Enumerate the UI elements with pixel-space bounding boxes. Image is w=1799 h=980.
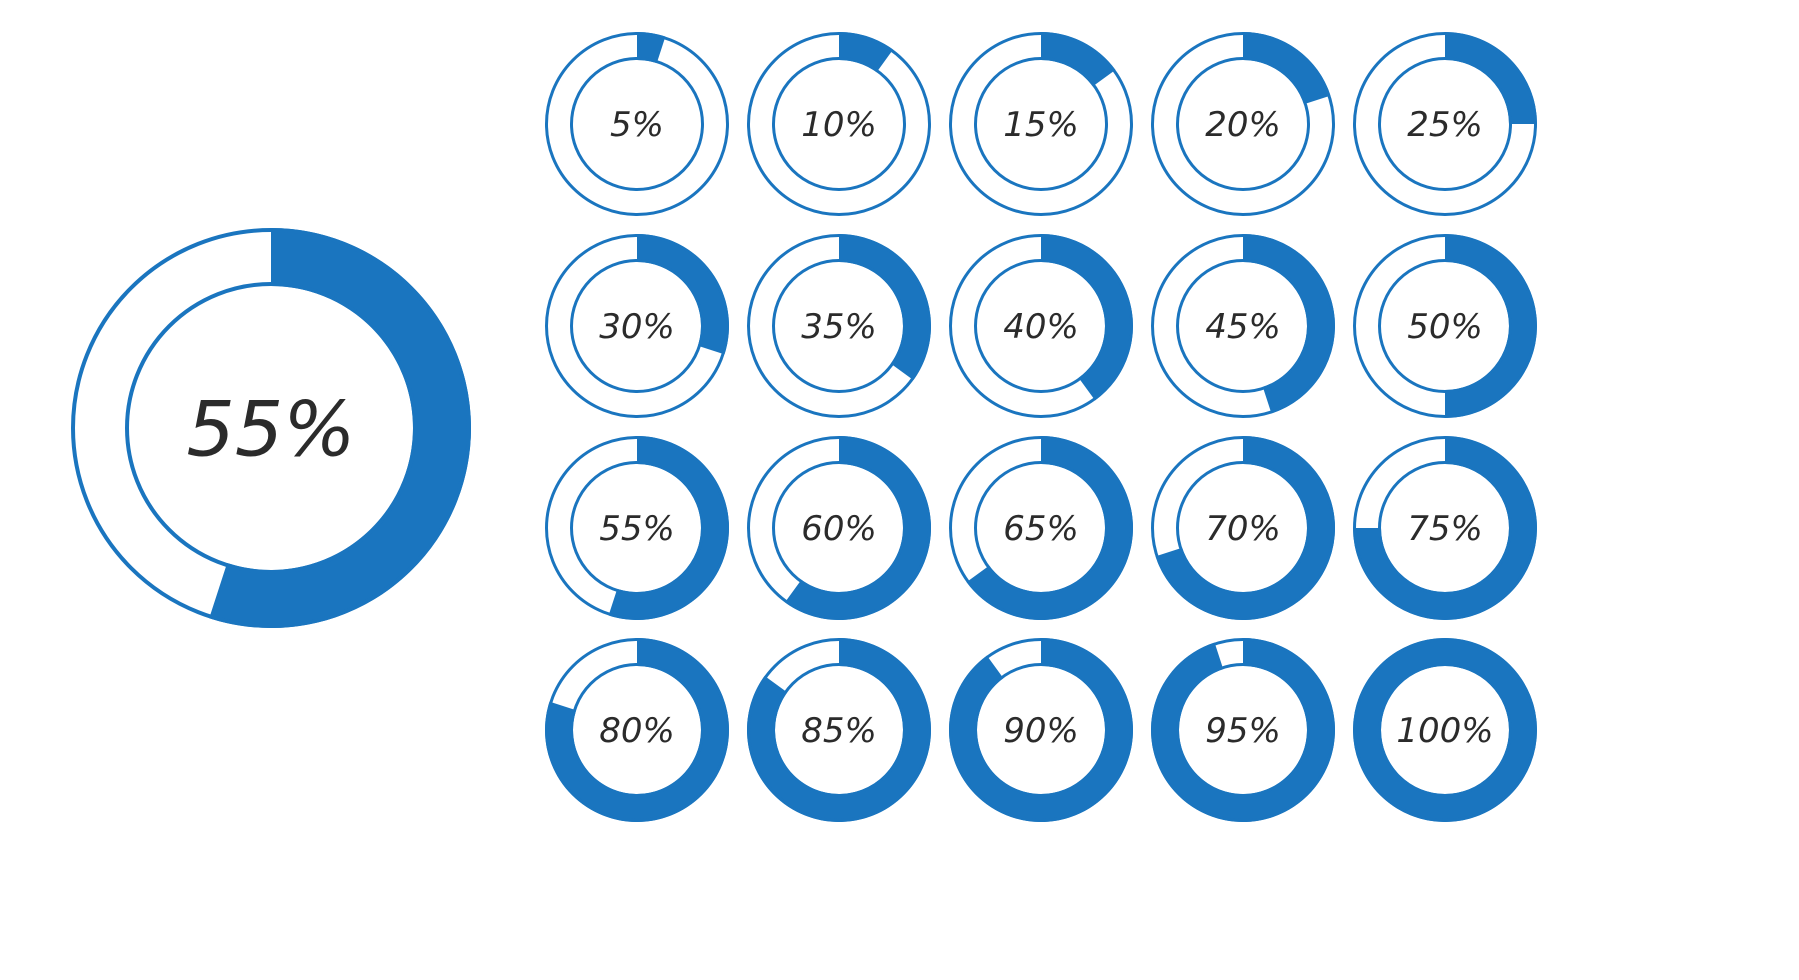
ring-outer-outline: [949, 32, 1133, 216]
ring-inner-outline: [974, 461, 1108, 595]
ring-inner-outline: [974, 663, 1108, 797]
ring-percent-label: 20%: [1205, 105, 1281, 145]
ring-percent-label: 40%: [1003, 307, 1079, 347]
ring-percent-label: 25%: [1407, 105, 1483, 145]
progress-ring-25: 25%: [1353, 32, 1537, 216]
ring-progress-fill: [1041, 234, 1133, 401]
ring-inner-outline: [1378, 259, 1512, 393]
ring-inner-outline: [772, 663, 906, 797]
ring-percent-label: 70%: [1205, 509, 1281, 549]
ring-inner-outline: [1378, 663, 1512, 797]
ring-inner-outline: [570, 461, 704, 595]
ring-percent-label: 60%: [801, 509, 877, 549]
ring-percent-label: 85%: [801, 711, 877, 751]
ring-percent-label: 80%: [599, 711, 675, 751]
ring-progress-fill: [1243, 32, 1331, 105]
ring-percent-label: 65%: [1003, 509, 1079, 549]
ring-progress-fill: [608, 436, 730, 620]
ring-inner-outline: [125, 282, 417, 574]
progress-ring-100: 100%: [1353, 638, 1537, 822]
ring-outer-outline: [545, 436, 729, 620]
ring-percent-label: 95%: [1205, 711, 1281, 751]
ring-inner-outline: [1176, 461, 1310, 595]
ring-percent-label: 55%: [187, 384, 356, 473]
ring-progress-fill: [1041, 32, 1116, 87]
ring-outer-outline: [949, 436, 1133, 620]
ring-track: [71, 228, 471, 628]
progress-ring-60: 60%: [747, 436, 931, 620]
ring-outer-outline: [545, 234, 729, 418]
ring-outer-outline: [747, 32, 931, 216]
ring-progress-fill: [784, 436, 931, 620]
ring-outer-outline: [71, 228, 471, 628]
ring-percent-label: 35%: [801, 307, 877, 347]
ring-percent-label: 90%: [1003, 711, 1079, 751]
ring-outer-outline: [545, 638, 729, 822]
ring-percent-label: 30%: [599, 307, 675, 347]
progress-ring-80: 80%: [544, 638, 729, 823]
ring-inner-outline: [570, 57, 704, 191]
ring-inner-outline: [772, 461, 906, 595]
ring-inner-outline: [772, 57, 906, 191]
progress-ring-30: 30%: [545, 234, 729, 418]
progress-ring-65: 65%: [949, 436, 1134, 620]
progress-ring-95: 95%: [1151, 638, 1335, 822]
progress-ring-15: 15%: [949, 32, 1133, 216]
progress-ring-75: 75%: [1353, 436, 1537, 620]
ring-progress-fill: [1243, 234, 1335, 414]
ring-inner-outline: [1378, 57, 1512, 191]
ring-outer-outline: [1353, 436, 1537, 620]
ring-inner-outline: [974, 259, 1108, 393]
progress-ring-35: 35%: [747, 234, 931, 418]
ring-inner-outline: [1176, 259, 1310, 393]
ring-outer-outline: [1151, 32, 1335, 216]
progress-ring-45: 45%: [1151, 234, 1335, 418]
ring-inner-outline: [570, 259, 704, 393]
ring-percent-label: 10%: [801, 105, 877, 145]
ring-outer-outline: [949, 234, 1133, 418]
progress-ring-55: 55%: [545, 436, 730, 620]
progress-ring-20: 20%: [1151, 32, 1335, 216]
ring-inner-outline: [1176, 663, 1310, 797]
ring-progress-fill: [209, 228, 472, 628]
ring-progress-fill: [839, 234, 931, 381]
ring-percent-label: 55%: [599, 509, 675, 549]
ring-percent-label: 45%: [1205, 307, 1281, 347]
ring-percent-label: 15%: [1003, 105, 1079, 145]
ring-inner-outline: [772, 259, 906, 393]
ring-outer-outline: [747, 436, 931, 620]
ring-percent-label: 100%: [1396, 711, 1493, 751]
progress-ring-40: 40%: [949, 234, 1133, 418]
ring-percent-label: 50%: [1407, 307, 1483, 347]
ring-percent-label: 75%: [1407, 509, 1483, 549]
progress-ring-90: 90%: [949, 638, 1133, 823]
progress-ring-10: 10%: [747, 32, 931, 216]
ring-progress-fill: [637, 32, 666, 64]
progress-ring-70: 70%: [1151, 436, 1336, 620]
ring-outer-outline: [1353, 638, 1537, 822]
featured-ring: 55%: [71, 228, 472, 628]
ring-outer-outline: [1151, 638, 1335, 822]
ring-inner-outline: [570, 663, 704, 797]
ring-progress-fill: [1445, 234, 1537, 418]
ring-outer-outline: [949, 638, 1133, 822]
ring-inner-outline: [1378, 461, 1512, 595]
ring-outer-outline: [1151, 234, 1335, 418]
ring-inner-outline: [1176, 57, 1310, 191]
ring-outer-outline: [545, 32, 729, 216]
ring-outer-outline: [1151, 436, 1335, 620]
progress-ring-85: 85%: [747, 638, 932, 822]
ring-progress-fill: [966, 436, 1134, 620]
progress-ring-5: 5%: [545, 32, 729, 216]
ring-outer-outline: [747, 638, 931, 822]
ring-outer-outline: [747, 234, 931, 418]
ring-outer-outline: [1353, 234, 1537, 418]
ring-inner-outline: [974, 57, 1108, 191]
ring-outer-outline: [1353, 32, 1537, 216]
progress-ring-50: 50%: [1353, 234, 1537, 418]
ring-percent-label: 5%: [610, 105, 664, 145]
